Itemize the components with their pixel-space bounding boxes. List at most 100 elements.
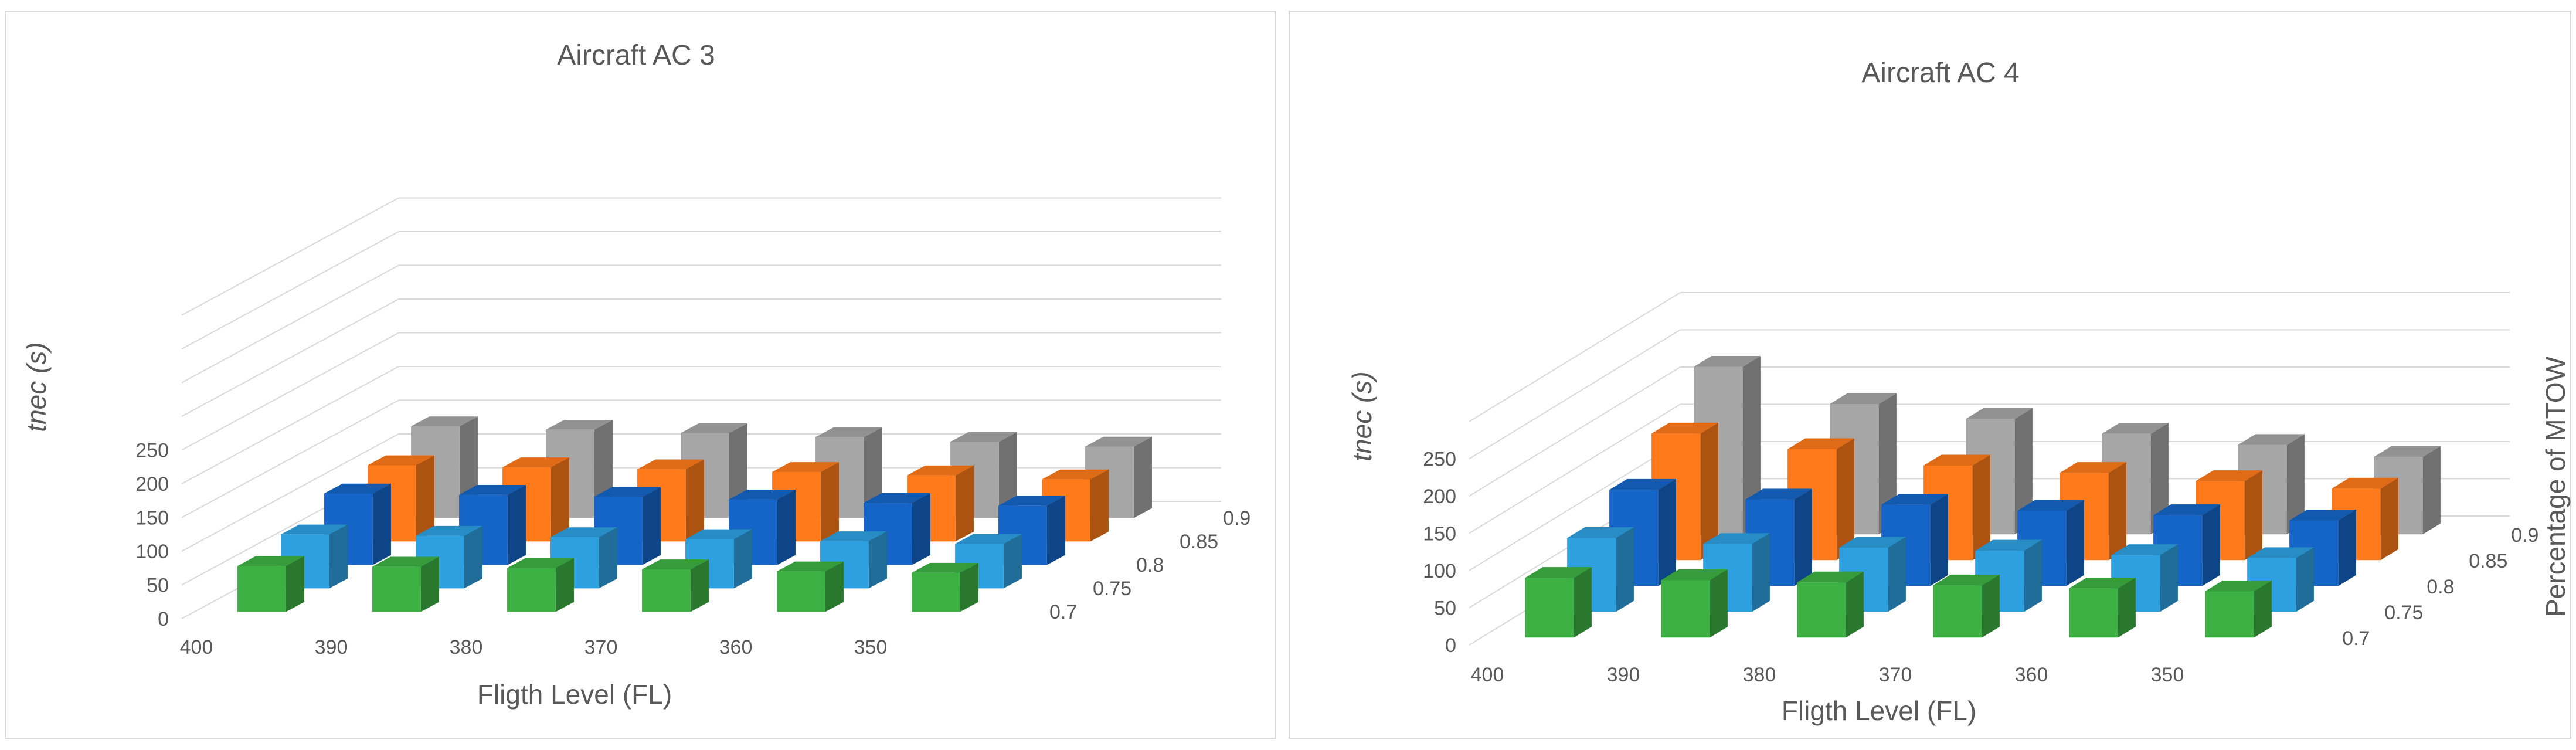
side-wall-gridline: [1469, 366, 1681, 497]
bar-front-face: [2069, 588, 2118, 638]
bar-top-face: [1933, 574, 2000, 586]
bar-0.7-400: [237, 556, 304, 612]
bar-0.7-350: [2205, 581, 2272, 638]
bar-side-face: [1046, 496, 1065, 565]
chart-ac4: 0 50 100 150 200 250 400 390 380 370 360 350 0.7 0.75…: [1347, 57, 2571, 726]
bar-front-face: [1525, 578, 1574, 638]
bar-0.75-390: [1703, 533, 1770, 612]
bar-0.7-390: [1661, 569, 1728, 638]
bar-top-face: [459, 485, 526, 495]
x-tick-label: 350: [2151, 664, 2184, 686]
bar-top-face: [416, 525, 482, 536]
bar-top-face: [1651, 422, 1718, 434]
bar-top-face: [1525, 567, 1592, 578]
bar-side-face: [820, 462, 839, 542]
bar-front-face: [1797, 582, 1846, 638]
bar-top-face: [2102, 423, 2169, 434]
bars: [1525, 356, 2441, 638]
bar-top-face: [1567, 527, 1634, 538]
bar-side-face: [777, 490, 796, 565]
bar-side-face: [1133, 436, 1152, 518]
z-axis-title-right: Percentage of MTOW: [2540, 356, 2571, 617]
bar-top-face: [594, 487, 661, 497]
side-wall-gridline: [1469, 292, 1681, 422]
bar-top-face: [637, 459, 704, 470]
bar-side-face: [868, 531, 887, 589]
bar-top-face: [642, 559, 709, 569]
bar-side-face: [2338, 510, 2356, 586]
bar-top-face: [685, 529, 752, 539]
side-wall-gridline: [181, 197, 399, 316]
depth-tick-label: 0.9: [2511, 524, 2538, 547]
bar-top-face: [2111, 544, 2178, 555]
bar-side-face: [2066, 500, 2084, 586]
bar-top-face: [281, 524, 348, 535]
bar-top-face: [2069, 577, 2136, 589]
bar-top-face: [864, 493, 930, 503]
bar-side-face: [1616, 527, 1634, 612]
bar-top-face: [729, 490, 796, 500]
bar-top-face: [950, 432, 1017, 442]
y-tick-label: 150: [1423, 523, 1456, 545]
bar-side-face: [998, 432, 1017, 518]
x-tick-label: 390: [315, 636, 348, 659]
x-axis-title: Fligth Level (FL): [1782, 695, 1976, 726]
y-tick-label: 250: [135, 440, 169, 462]
x-tick-label: 400: [180, 636, 213, 659]
side-wall-gridline: [181, 433, 399, 552]
y-tick-label: 250: [1423, 449, 1456, 471]
x-tick-label: 400: [1471, 664, 1504, 686]
bar-top-face: [1923, 454, 1990, 466]
bar-side-face: [1982, 574, 2000, 638]
bar-top-face: [2289, 510, 2356, 521]
side-wall-gridline: [1469, 329, 1681, 460]
bar-front-face: [237, 566, 286, 612]
bar-top-face: [237, 556, 304, 566]
y-axis-title: tnec (s): [1347, 371, 1377, 461]
bar-0.7-380: [1797, 571, 1864, 638]
bar-side-face: [685, 459, 704, 542]
bar-side-face: [2014, 408, 2033, 535]
bar-side-face: [2286, 434, 2305, 535]
bar-front-face: [372, 566, 421, 612]
y-tick-label: 0: [1445, 634, 1456, 657]
y-tick-label: 50: [147, 575, 169, 597]
bar-0.85-370: [2060, 462, 2126, 561]
bar-side-face: [1710, 569, 1728, 638]
bar-0.7-380: [507, 558, 574, 612]
side-wall-gridline: [1469, 441, 1681, 571]
bar-side-face: [2254, 581, 2272, 638]
chart-panel-ac3: 0 50 100 150 200 250 400 390 380 370 360 350 0.7 0.75…: [5, 11, 1276, 739]
bar-top-face: [998, 496, 1065, 506]
bar-side-face: [642, 487, 661, 565]
bar-top-face: [1839, 537, 1906, 548]
bar-front-face: [507, 568, 556, 612]
bar-side-face: [550, 457, 569, 542]
bar-side-face: [2108, 462, 2126, 561]
y-tick-label: 100: [1423, 560, 1456, 582]
y-tick-label: 0: [158, 608, 169, 630]
x-tick-label: 390: [1607, 664, 1640, 686]
x-axis-title: Fligth Level (FL): [477, 679, 672, 710]
bar-side-face: [2380, 477, 2398, 561]
bar-side-face: [1090, 469, 1109, 542]
bar-side-face: [690, 559, 709, 612]
bar-top-face: [772, 462, 839, 472]
bar-side-face: [2024, 539, 2042, 612]
chart-ac3: 0 50 100 150 200 250 400 390 380 370 360 350 0.7 0.75…: [21, 40, 1250, 710]
bar-side-face: [420, 556, 439, 612]
bar-top-face: [1661, 569, 1728, 581]
bar-0.7-370: [1933, 574, 2000, 638]
bar-side-face: [733, 529, 752, 589]
x-tick-label: 370: [584, 636, 618, 659]
bar-0.8-350: [998, 496, 1065, 565]
bar-top-face: [907, 465, 974, 476]
bar-top-face: [1703, 533, 1770, 544]
bar-side-face: [372, 483, 391, 565]
bar-side-face: [416, 455, 434, 542]
bar-top-face: [912, 562, 978, 573]
bar-top-face: [411, 416, 478, 426]
side-wall-gridline: [181, 298, 399, 417]
bar-top-face: [2332, 477, 2398, 489]
bar-front-face: [777, 571, 825, 612]
